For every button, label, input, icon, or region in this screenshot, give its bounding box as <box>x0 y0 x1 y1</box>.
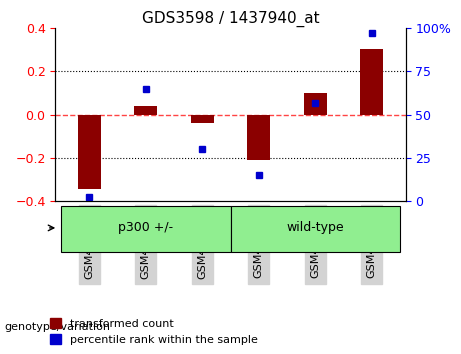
Text: wild-type: wild-type <box>286 221 344 234</box>
FancyBboxPatch shape <box>230 206 400 252</box>
Text: p300 +/-: p300 +/- <box>118 221 173 234</box>
Legend: transformed count, percentile rank within the sample: transformed count, percentile rank withi… <box>47 315 261 348</box>
Bar <box>78 115 100 189</box>
Bar <box>304 93 326 115</box>
Bar <box>361 49 383 115</box>
Bar <box>191 115 213 123</box>
FancyBboxPatch shape <box>61 206 230 252</box>
Bar <box>135 106 157 115</box>
Title: GDS3598 / 1437940_at: GDS3598 / 1437940_at <box>142 11 319 27</box>
Text: genotype/variation: genotype/variation <box>5 322 111 332</box>
Bar <box>248 115 270 160</box>
